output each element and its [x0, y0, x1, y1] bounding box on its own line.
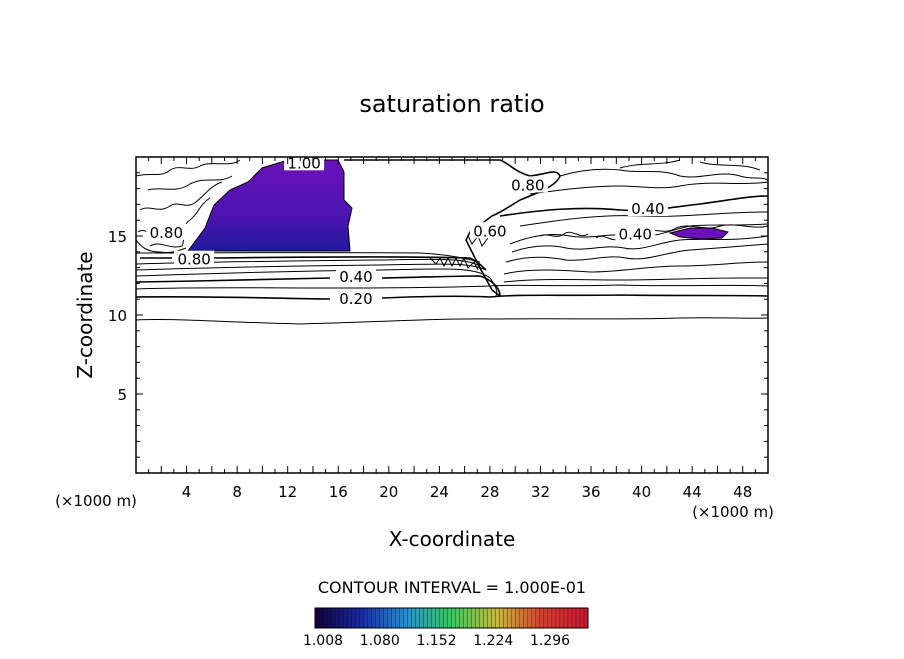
contour-upper-right-b	[529, 181, 768, 195]
colorbar-stripes	[318, 608, 585, 628]
x-unit-left: (×1000 m)	[55, 492, 137, 510]
x-axis-label: X-coordinate	[389, 527, 516, 551]
x-tick-label: 48	[733, 483, 752, 501]
x-unit-right: (×1000 m)	[692, 503, 774, 521]
contour-upper-right-a	[559, 168, 768, 181]
contour-label-bg	[335, 290, 376, 307]
colorbar-tick-label: 1.296	[530, 633, 570, 649]
contour-band-right-f	[539, 231, 621, 241]
contour-label: 0.40	[631, 200, 664, 218]
chart-title: saturation ratio	[359, 90, 544, 118]
contour-band-right-d	[503, 261, 768, 275]
x-tick-label: 20	[379, 483, 398, 501]
contour-label-bg	[627, 200, 668, 217]
x-tick-label: 24	[430, 483, 449, 501]
x-tick-label: 4	[182, 483, 192, 501]
contour-line-0.30	[136, 284, 768, 290]
colorbar-tick-label: 1.080	[360, 633, 400, 649]
x-tick-label: 12	[278, 483, 297, 501]
contour-band-right-g	[639, 224, 768, 233]
contour-band-right-c	[505, 243, 768, 263]
contour-wiggle	[429, 256, 479, 271]
y-tick-label: 10	[108, 307, 127, 325]
contour-label-bg	[284, 157, 325, 171]
contour-label-bg	[335, 268, 376, 285]
contour-upper-left-a	[136, 159, 241, 191]
contour-line-0.80	[140, 256, 487, 271]
contour-label-bg	[469, 222, 510, 239]
contour-band-right-e	[503, 277, 768, 283]
contour-label: 0.80	[511, 176, 544, 194]
x-tick-label: 8	[232, 483, 242, 501]
contour-label-bg	[174, 250, 215, 267]
x-tick-label: 44	[683, 483, 702, 501]
contour-label: 0.80	[177, 251, 210, 269]
contour-label: 0.80	[150, 224, 183, 242]
shaded-region-right	[668, 227, 729, 240]
contour-interval-text: CONTOUR INTERVAL = 1.000E-01	[318, 578, 586, 597]
y-tick-label: 5	[117, 386, 127, 404]
colorbar-tick-label: 1.224	[473, 633, 513, 649]
x-tick-label: 32	[531, 483, 550, 501]
contour-line-0.10	[136, 317, 768, 325]
contour-label: 0.20	[339, 290, 372, 308]
contour-line-0.40	[136, 275, 501, 297]
x-tick-label: 28	[480, 483, 499, 501]
shaded-region-main	[187, 159, 353, 252]
contour-upper-left-d	[136, 239, 187, 253]
contour-label: 0.60	[473, 222, 506, 240]
y-axis-label: Z-coordinate	[73, 251, 97, 378]
colorbar-tick-label: 1.152	[416, 633, 456, 649]
contour-band-right-b	[511, 235, 768, 253]
contour-label: 0.40	[339, 268, 372, 286]
contour-line-0.50	[136, 268, 498, 297]
contour-label-bg	[507, 176, 548, 193]
contour-line-0.20	[136, 294, 768, 300]
contour-label-bg	[146, 223, 187, 240]
x-tick-label: 16	[329, 483, 348, 501]
y-tick-label: 15	[108, 228, 127, 246]
x-tick-label: 40	[632, 483, 651, 501]
x-tick-label: 36	[581, 483, 600, 501]
contour-label-bg	[615, 225, 656, 242]
contour-label: 0.40	[619, 225, 652, 243]
contour-upper-right-e	[619, 159, 761, 171]
colorbar-tick-label: 1.008	[303, 633, 343, 649]
